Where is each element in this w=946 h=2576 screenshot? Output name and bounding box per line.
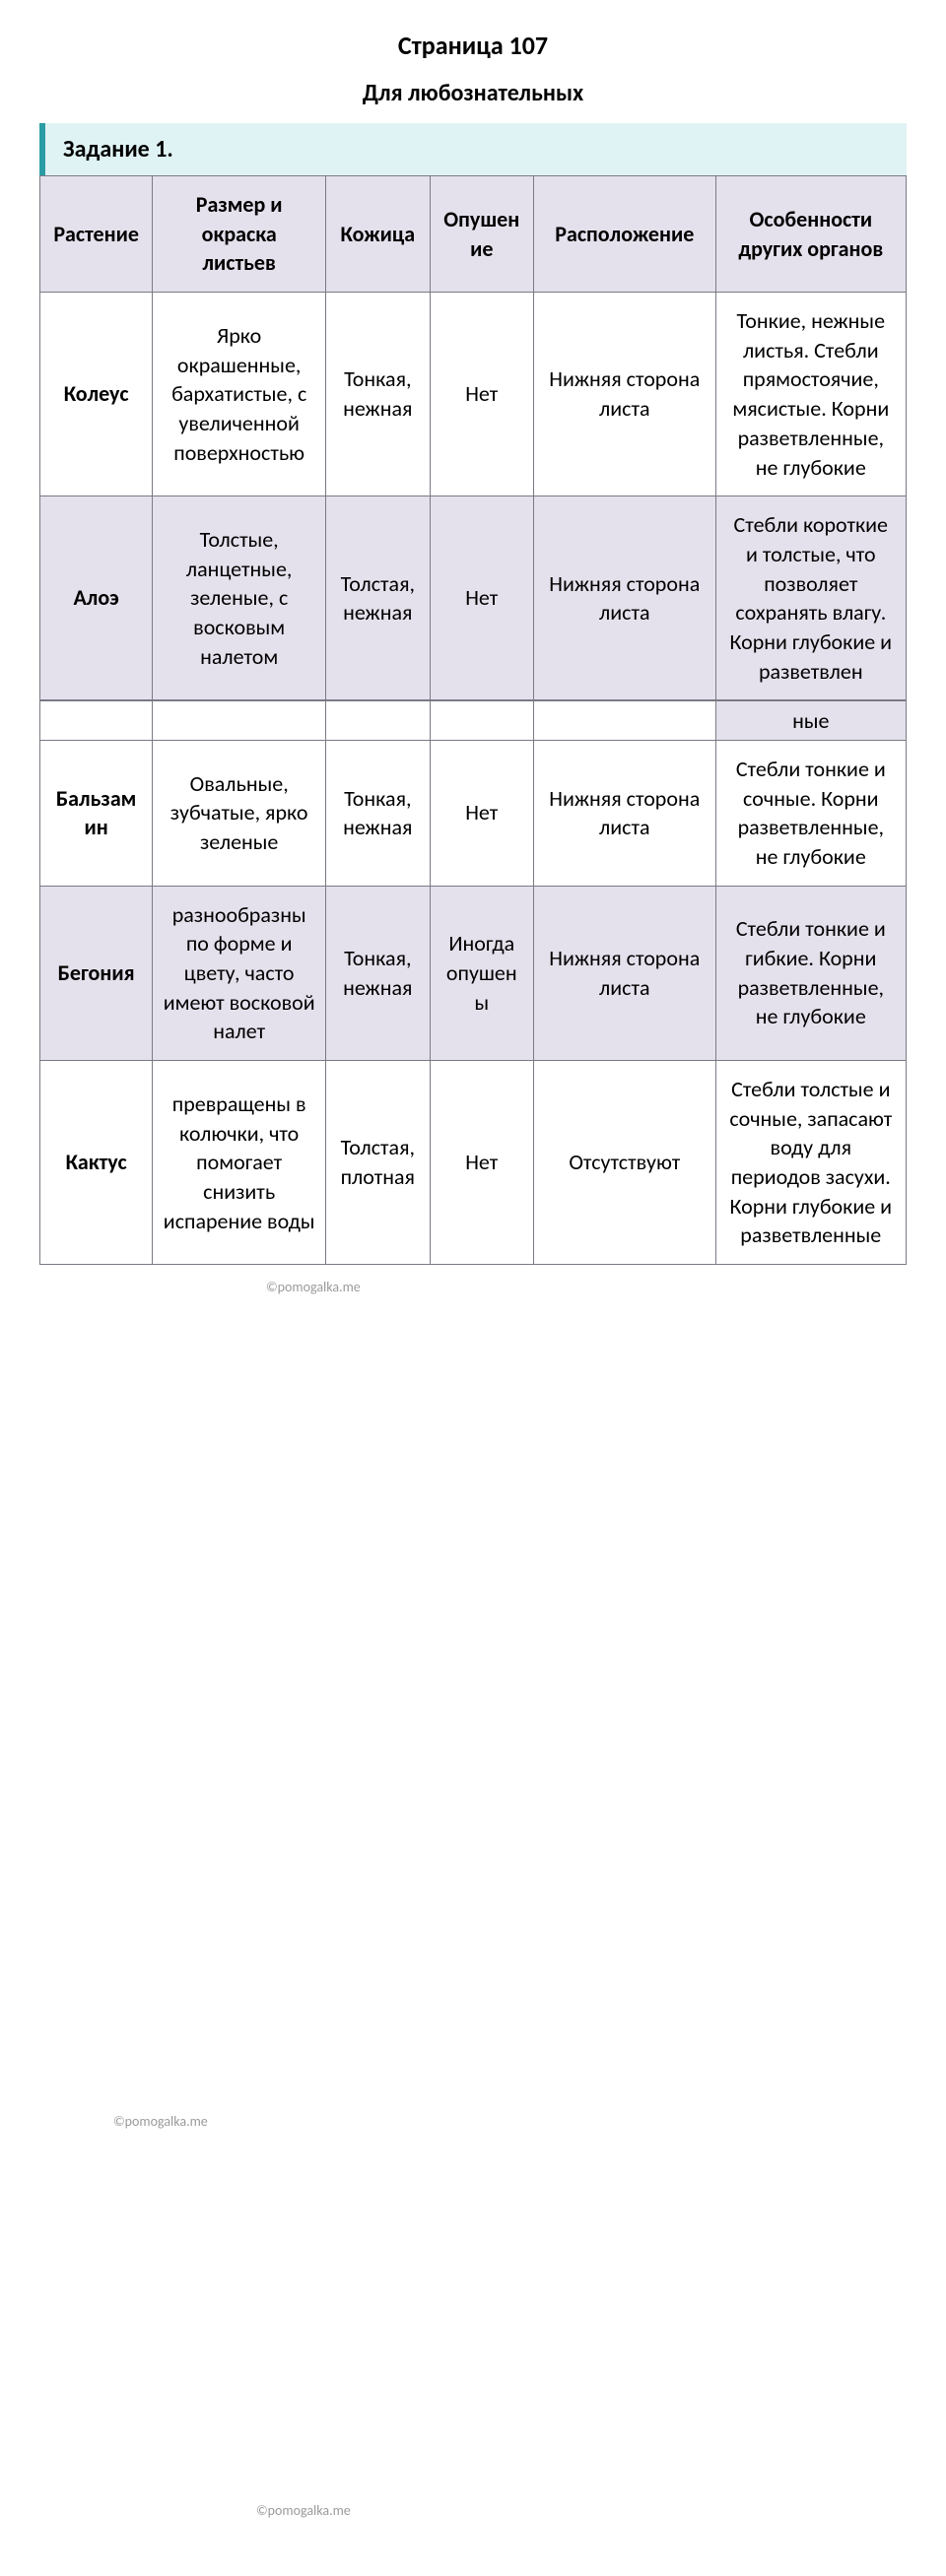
table-row: Кактуспревращены в колючки, что помогает… [40, 1061, 907, 1265]
col-pubescence: Опушение [430, 176, 533, 293]
cell-plant: Бальзамин [40, 740, 153, 886]
cell-skin: Толстая, нежная [326, 496, 430, 701]
cell-location: Нижняя сторона листа [534, 293, 716, 496]
cell-location: Нижняя сторона листа [534, 496, 716, 701]
spacer-cell [153, 700, 326, 740]
page-title: Страница 107 [39, 30, 907, 61]
cell-leaves: превращены в колючки, что помогает снизи… [153, 1061, 326, 1265]
cell-organs: Стебли толстые и сочные, запасают воду д… [715, 1061, 906, 1265]
task-label: Задание 1. [63, 135, 173, 164]
col-plant: Растение [40, 176, 153, 293]
cell-plant: Алоэ [40, 496, 153, 701]
cell-pubescence: Нет [430, 1061, 533, 1265]
cell-organs: Стебли тонкие и гибкие. Корни разветвлен… [715, 886, 906, 1060]
cell-organs: Стебли короткие и толстые, что позволяет… [715, 496, 906, 701]
col-location: Расположение [534, 176, 716, 293]
watermark: ©pomogalka.me [256, 2502, 351, 2519]
spacer-row: ные [40, 700, 907, 740]
cell-pubescence: Нет [430, 293, 533, 496]
cell-leaves: Толстые, ланцетные, зеленые, с восковым … [153, 496, 326, 701]
cell-pubescence: Нет [430, 740, 533, 886]
cell-skin: Тонкая, нежная [326, 293, 430, 496]
cell-plant: Кактус [40, 1061, 153, 1265]
spacer-cell [326, 700, 430, 740]
watermark: ©pomogalka.me [266, 1279, 361, 1295]
table-body: КолеусЯрко окрашенные, бархатистые, с ув… [40, 293, 907, 1265]
table-row: Бегонияразнообразны по форме и цвету, ча… [40, 886, 907, 1060]
table-row: АлоэТолстые, ланцетные, зеленые, с воско… [40, 496, 907, 701]
col-organs: Особенности других органов [715, 176, 906, 293]
cell-location: Нижняя сторона листа [534, 886, 716, 1060]
col-leaves: Размер и окраска листьев [153, 176, 326, 293]
spacer-cell [40, 700, 153, 740]
cell-leaves: Овальные, зубчатые, ярко зеленые [153, 740, 326, 886]
task-banner: Задание 1. [39, 123, 907, 175]
cell-skin: Тонкая, нежная [326, 740, 430, 886]
spacer-cell [430, 700, 533, 740]
table-row: БальзаминОвальные, зубчатые, ярко зелены… [40, 740, 907, 886]
page-wrap: Страница 107 Для любознательных Задание … [39, 30, 907, 1265]
spacer-cell: ные [715, 700, 906, 740]
cell-organs: Тонкие, нежные листья. Стебли прямостояч… [715, 293, 906, 496]
cell-location: Отсутствуют [534, 1061, 716, 1265]
watermark: ©pomogalka.me [113, 2113, 208, 2130]
cell-leaves: Ярко окрашенные, бархатистые, с увеличен… [153, 293, 326, 496]
plants-table: Растение Размер и окраска листьев Кожица… [39, 175, 907, 1265]
cell-leaves: разнообразны по форме и цвету, часто име… [153, 886, 326, 1060]
subtitle: Для любознательных [39, 79, 907, 107]
cell-pubescence: Иногда опушены [430, 886, 533, 1060]
cell-plant: Колеус [40, 293, 153, 496]
cell-location: Нижняя сторона листа [534, 740, 716, 886]
table-row: КолеусЯрко окрашенные, бархатистые, с ув… [40, 293, 907, 496]
spacer-cell [534, 700, 716, 740]
cell-organs: Стебли тонкие и сочные. Корни разветвлен… [715, 740, 906, 886]
cell-skin: Толстая, плотная [326, 1061, 430, 1265]
cell-pubescence: Нет [430, 496, 533, 701]
cell-skin: Тонкая, нежная [326, 886, 430, 1060]
table-header-row: Растение Размер и окраска листьев Кожица… [40, 176, 907, 293]
cell-plant: Бегония [40, 886, 153, 1060]
col-skin: Кожица [326, 176, 430, 293]
